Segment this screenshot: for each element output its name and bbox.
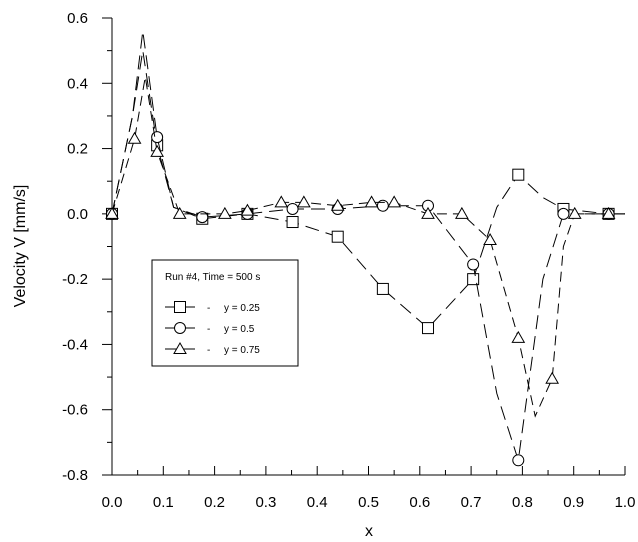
circle-marker — [151, 131, 164, 144]
x-tick-label: 0.3 — [255, 494, 276, 511]
series-line — [111, 76, 625, 418]
square-marker — [512, 168, 525, 181]
y-tick-label: -0.8 — [62, 467, 88, 484]
legend-label: y = 0.25 — [224, 303, 260, 314]
legend-entry: - y = 0.25 — [165, 301, 260, 314]
triangle-marker — [545, 371, 560, 384]
x-tick-label: 0.1 — [153, 494, 174, 511]
triangle-marker — [601, 206, 616, 219]
triangle-marker — [364, 195, 379, 208]
legend-dash: - — [207, 303, 210, 314]
triangle-marker — [421, 206, 435, 219]
square-marker — [422, 322, 435, 335]
y-tick-label: -0.2 — [62, 271, 88, 288]
triangle-marker — [387, 195, 402, 208]
triangle-marker — [172, 206, 187, 219]
legend-label: y = 0.75 — [224, 345, 260, 356]
square-marker — [331, 230, 344, 243]
series-line — [111, 31, 625, 461]
triangle-marker — [297, 195, 311, 208]
y-tick-label: -0.6 — [62, 402, 88, 419]
x-tick-label: 0.9 — [563, 494, 584, 511]
square-marker — [174, 301, 186, 313]
x-tick-label: 0.0 — [102, 494, 123, 511]
triangle-marker — [127, 131, 142, 144]
axes: 0.0 0.1 0.2 0.3 0.4 0.5 0.6 0.7 0.8 0.9 1.0 0.6 0.4 0… — [62, 10, 635, 511]
y-tick-label: 0.6 — [67, 10, 88, 27]
legend-entry: - y = 0.5 — [165, 322, 255, 335]
triangle-marker — [150, 144, 165, 157]
legend-dash: - — [207, 324, 210, 335]
triangle-marker — [240, 203, 255, 216]
circle-marker — [512, 454, 525, 467]
circle-marker — [557, 207, 570, 220]
triangle-marker — [105, 206, 119, 219]
series-triangle — [105, 76, 625, 418]
square-marker — [376, 282, 389, 295]
circle-marker — [196, 211, 209, 224]
triangle-marker — [217, 206, 232, 219]
circle-marker — [174, 322, 186, 334]
x-tick-label: 0.4 — [307, 494, 328, 511]
series-circle — [106, 31, 625, 467]
x-tick-label: 1.0 — [615, 494, 636, 511]
triangle-marker — [274, 195, 289, 208]
x-tick-label: 0.6 — [409, 494, 430, 511]
legend: Run #4, Time = 500 s - y = 0.25 - y = 0.5 - y… — [151, 259, 299, 367]
series-layer — [105, 31, 625, 467]
legend-label: y = 0.5 — [224, 324, 255, 335]
x-tick-label: 0.2 — [204, 494, 225, 511]
y-tick-label: 0.4 — [67, 75, 88, 92]
square-marker — [467, 273, 480, 286]
x-tick-label: 0.8 — [512, 494, 533, 511]
x-axis-title: x — [365, 523, 373, 540]
x-tick-label: 0.5 — [358, 494, 379, 511]
triangle-marker — [511, 330, 526, 343]
circle-marker — [376, 199, 389, 212]
circle-marker — [467, 258, 480, 271]
triangle-marker — [173, 341, 187, 354]
legend-entries: - y = 0.25 - y = 0.5 - y = 0.75 — [165, 301, 260, 356]
triangle-marker — [483, 232, 497, 245]
circle-marker — [286, 202, 299, 215]
series-line — [111, 50, 625, 329]
legend-entry: - y = 0.75 — [165, 341, 260, 356]
legend-title: Run #4, Time = 500 s — [165, 272, 260, 283]
triangle-marker — [455, 206, 469, 219]
triangle-marker — [330, 198, 345, 211]
y-tick-label: -0.4 — [62, 336, 88, 353]
square-marker — [286, 216, 299, 229]
triangle-marker — [567, 206, 582, 219]
y-axis-title: Velocity V [mm/s] — [12, 185, 29, 308]
y-tick-label: 0.2 — [67, 141, 88, 158]
x-tick-label: 0.7 — [461, 494, 482, 511]
y-tick-label: 0.0 — [67, 206, 88, 223]
legend-dash: - — [207, 345, 210, 356]
